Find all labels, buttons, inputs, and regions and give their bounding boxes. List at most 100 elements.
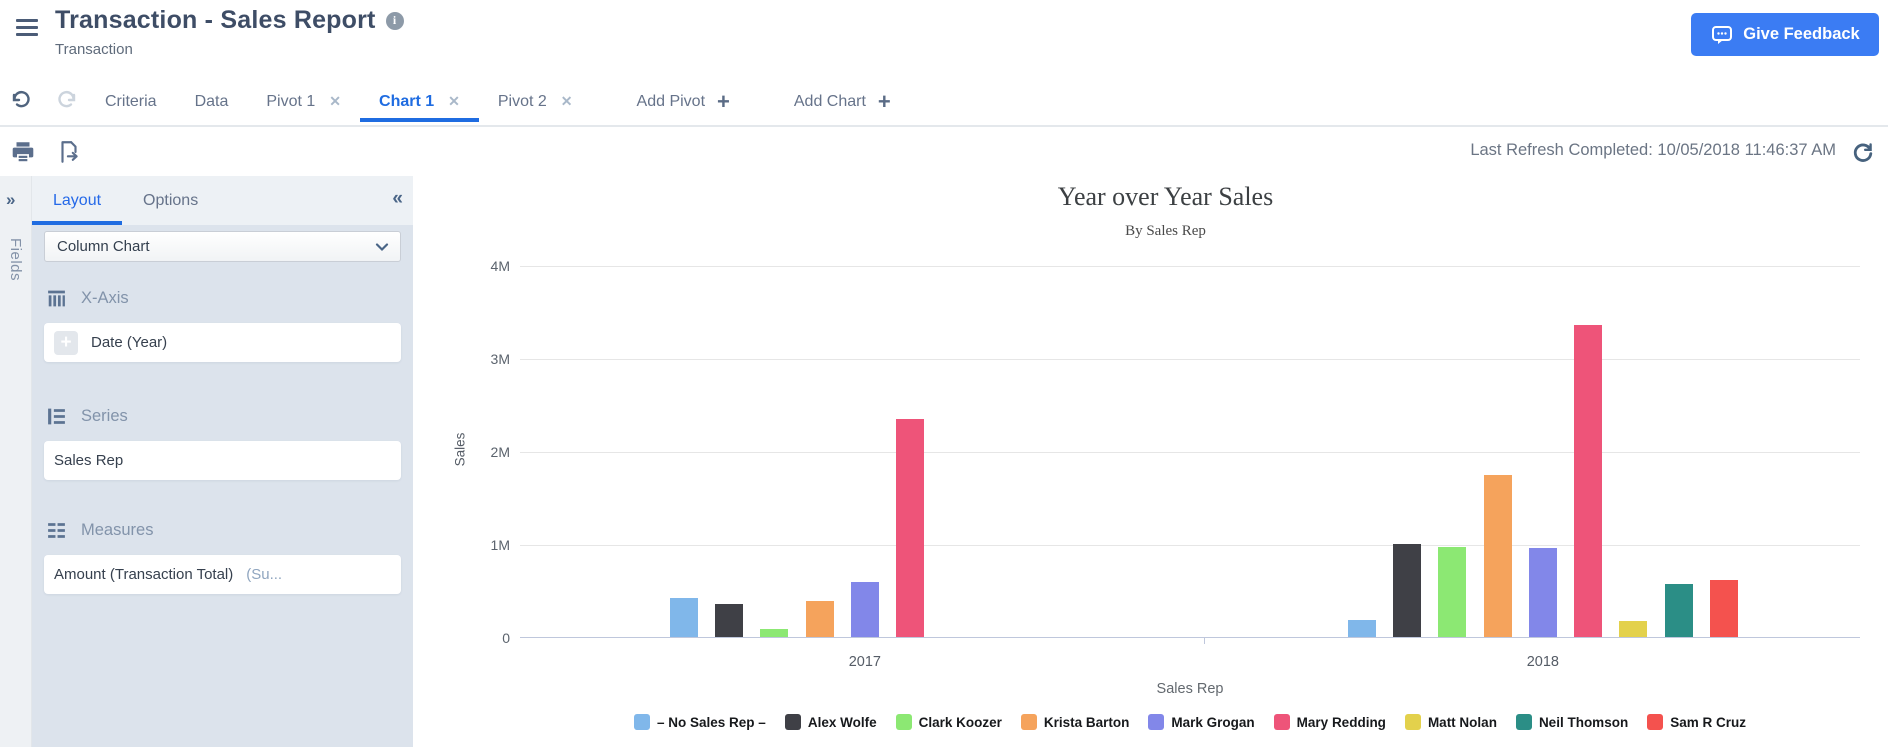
bar-neil-thomson-2018[interactable] [1664,584,1693,637]
bar-slot [706,265,751,637]
bar-mary-redding-2017[interactable] [896,419,925,637]
legend-item-neil-thomson[interactable]: Neil Thomson [1515,714,1629,730]
redo-button[interactable] [54,86,82,114]
legend-swatch [1515,714,1532,730]
x-tick-label: 2017 [848,654,881,670]
section-label: Measures [81,521,154,539]
tab-chart-1[interactable]: Chart 1 ✕ [360,78,479,125]
legend-item-krista-barton[interactable]: Krista Barton [1020,714,1130,730]
section-label: X-Axis [81,289,129,307]
add-grip-icon[interactable]: + [54,330,78,355]
add-chart-button[interactable]: Add Chart + [775,78,910,125]
last-refresh-status: Last Refresh Completed: 10/05/2018 11:46… [1470,141,1836,159]
legend-swatch [1404,714,1421,730]
y-tick-label: 2M [490,444,510,460]
bar-slot [1656,265,1701,637]
undo-button[interactable] [6,86,34,114]
section-header-series: Series [46,406,401,427]
page-title: Transaction - Sales Report [55,6,376,34]
x-tick-label: 2018 [1526,654,1559,670]
bar-matt-nolan-2018[interactable] [1619,621,1648,637]
legend-item-sam-r-cruz[interactable]: Sam R Cruz [1647,714,1746,730]
legend-item-mary-redding[interactable]: Mary Redding [1273,714,1386,730]
export-button[interactable] [54,137,84,167]
plot-area [520,265,1860,644]
print-button[interactable] [8,137,38,167]
close-tab-icon[interactable]: ✕ [560,93,573,109]
tab-data[interactable]: Data [176,78,248,125]
y-tick-label: 4M [490,258,510,274]
bar-slot [933,265,978,637]
legend-label: Krista Barton [1043,714,1130,730]
bar-clark-koozer-2018[interactable] [1438,546,1467,637]
x-axis-icon [46,288,67,309]
tab-criteria[interactable]: Criteria [86,78,176,125]
app-header: Transaction - Sales Report i Transaction… [0,0,1888,78]
add-pivot-button[interactable]: Add Pivot + [618,78,749,125]
legend-item-no-sales-rep[interactable]: – No Sales Rep – [634,714,766,730]
panel-sections: X-Axis + Date (Year) Series Sales Rep Measure… [44,288,401,594]
bar-no-sales-rep-2018[interactable] [1347,620,1376,637]
bar-slot [842,265,887,637]
field-card-sales-rep[interactable]: Sales Rep [44,441,401,480]
bar-mark-grogan-2017[interactable] [850,582,879,637]
give-feedback-button[interactable]: Give Feedback [1691,13,1879,56]
field-card-amount-transaction-total[interactable]: Amount (Transaction Total) (Su... [44,555,401,594]
tab-options[interactable]: Options [143,191,199,209]
collapse-panel-icon[interactable]: « [392,188,402,209]
tab-pivot-1[interactable]: Pivot 1 ✕ [247,78,360,125]
chart-area: Year over Year Sales By Sales Rep Sales … [413,176,1888,747]
legend-label: Mark Grogan [1171,714,1255,730]
expand-panel-icon[interactable]: » [6,190,15,209]
section-header-x-axis: X-Axis [46,288,401,309]
bar-slot [1701,265,1746,637]
tab-label: Chart 1 [379,92,435,110]
report-tabs: Criteria Data Pivot 1 ✕ Chart 1 ✕ Pivot 2 ✕ Add … [86,78,910,125]
info-icon[interactable]: i [385,11,404,30]
bar-slot [978,265,1023,637]
legend-item-mark-grogan[interactable]: Mark Grogan [1148,714,1255,730]
refresh-button[interactable] [1848,137,1878,167]
bar-sam-r-cruz-2018[interactable] [1710,580,1739,637]
bar-alex-wolfe-2017[interactable] [714,604,743,637]
field-card-date-year[interactable]: + Date (Year) [44,323,401,362]
fields-rail-tab[interactable]: Fields [7,238,24,282]
bar-krista-barton-2018[interactable] [1483,475,1512,637]
tab-layout[interactable]: Layout [32,176,123,225]
chart-type-dropdown[interactable]: Column Chart [44,231,401,262]
legend-item-clark-koozer[interactable]: Clark Koozer [895,714,1002,730]
tab-pivot-2[interactable]: Pivot 2 ✕ [479,78,592,125]
chevron-down-icon [375,242,389,251]
report-tabbar: Criteria Data Pivot 1 ✕ Chart 1 ✕ Pivot 2 ✕ Add … [0,78,1888,127]
menu-icon[interactable] [16,19,38,39]
bar-slot [1565,265,1610,637]
gridline [520,266,1860,267]
bar-slot [1339,265,1384,637]
legend-label: Neil Thomson [1538,714,1629,730]
field-label-suffix: (Su... [246,566,283,583]
y-tick-label: 3M [490,351,510,367]
legend-label: – No Sales Rep – [657,714,766,730]
bar-slot [752,265,797,637]
legend-item-alex-wolfe[interactable]: Alex Wolfe [784,714,877,730]
bar-slot [1475,265,1520,637]
bar-mark-grogan-2018[interactable] [1528,547,1557,637]
bar-no-sales-rep-2017[interactable] [669,597,698,637]
series-icon [46,406,67,427]
bar-alex-wolfe-2018[interactable] [1392,544,1421,637]
bar-mary-redding-2018[interactable] [1574,324,1603,637]
close-tab-icon[interactable]: ✕ [448,93,460,109]
close-tab-icon[interactable]: ✕ [329,93,342,109]
field-label: Date (Year) [91,334,168,351]
give-feedback-label: Give Feedback [1743,25,1860,43]
add-button-label: Add Chart [793,92,866,110]
bar-krista-barton-2017[interactable] [805,600,834,637]
legend-label: Alex Wolfe [807,714,877,730]
y-tick-label: 0 [502,630,510,646]
legend-swatch [784,714,801,730]
bar-slot [797,265,842,637]
chart-title: Year over Year Sales [1057,182,1274,211]
bar-clark-koozer-2017[interactable] [760,628,789,637]
bar-slot [1611,265,1656,637]
legend-item-matt-nolan[interactable]: Matt Nolan [1404,714,1497,730]
